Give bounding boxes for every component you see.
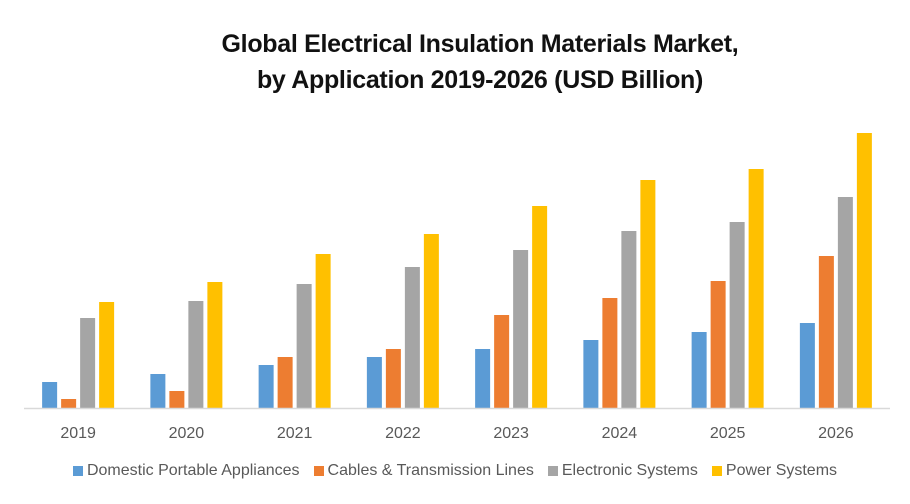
x-tick-2025: 2025 — [710, 425, 746, 442]
bar-2025-power-systems — [748, 169, 764, 408]
x-tick-2023: 2023 — [493, 425, 529, 442]
x-tick-2026: 2026 — [818, 425, 854, 442]
bar-2020-electronic-systems — [188, 301, 204, 408]
bar-2022-power-systems — [423, 234, 439, 408]
x-tick-2021: 2021 — [277, 425, 313, 442]
bar-2026-power-systems — [856, 133, 872, 408]
chart-title-line2: by Application 2019-2026 (USD Billion) — [256, 66, 704, 94]
legend-label: Cables & Transmission Lines — [327, 462, 534, 479]
bar-2023-domestic-portable-appliances — [475, 349, 491, 408]
bars-group — [42, 133, 872, 408]
legend-item: Domestic Portable Appliances — [72, 462, 300, 480]
bar-2026-cables-transmission-lines — [818, 256, 834, 408]
bar-2024-electronic-systems — [621, 231, 637, 408]
bar-2019-electronic-systems — [80, 318, 96, 408]
legend-label: Electronic Systems — [561, 462, 698, 479]
bar-2021-domestic-portable-appliances — [258, 365, 274, 408]
bar-2023-power-systems — [532, 206, 548, 408]
bar-2024-power-systems — [640, 180, 656, 408]
legend-swatch — [547, 466, 558, 476]
bar-2025-electronic-systems — [729, 222, 745, 408]
x-tick-2024: 2024 — [602, 425, 638, 442]
legend-item: Power Systems — [711, 462, 838, 480]
legend-label: Domestic Portable Appliances — [86, 462, 300, 479]
bar-2023-electronic-systems — [513, 250, 529, 408]
bar-2021-cables-transmission-lines — [277, 357, 293, 408]
bar-2021-electronic-systems — [296, 284, 312, 408]
bar-2026-electronic-systems — [837, 197, 853, 408]
legend: Domestic Portable Appliances Cables & Tra… — [0, 462, 910, 480]
legend-item: Electronic Systems — [547, 462, 698, 480]
bar-2025-cables-transmission-lines — [710, 281, 726, 408]
x-tick-labels: 2019 2020 2021 2022 2023 2024 2025 2026 — [60, 425, 853, 442]
bar-2024-domestic-portable-appliances — [583, 340, 599, 408]
bar-2021-power-systems — [315, 254, 331, 408]
legend-swatch — [72, 466, 83, 476]
x-tick-2020: 2020 — [169, 425, 205, 442]
legend-label: Power Systems — [725, 462, 838, 479]
x-tick-2019: 2019 — [60, 425, 96, 442]
bar-2019-domestic-portable-appliances — [42, 382, 58, 408]
bar-2020-domestic-portable-appliances — [150, 374, 166, 408]
x-tick-2022: 2022 — [385, 425, 421, 442]
bar-2023-cables-transmission-lines — [494, 315, 510, 408]
bar-2022-domestic-portable-appliances — [366, 357, 382, 408]
bar-2019-power-systems — [99, 302, 115, 408]
bar-2022-electronic-systems — [404, 267, 420, 408]
bar-2019-cables-transmission-lines — [61, 399, 77, 408]
legend-item: Cables & Transmission Lines — [313, 462, 534, 480]
bar-2024-cables-transmission-lines — [602, 298, 618, 408]
legend-swatch — [711, 466, 722, 476]
chart-title-line1: Global Electrical Insulation Materials M… — [221, 30, 739, 58]
bar-2022-cables-transmission-lines — [385, 349, 401, 408]
chart-title: Global Electrical Insulation Materials M… — [0, 26, 910, 98]
legend-swatch — [313, 466, 324, 476]
bar-2025-domestic-portable-appliances — [691, 332, 707, 408]
bar-2020-cables-transmission-lines — [169, 391, 185, 408]
bar-2026-domestic-portable-appliances — [799, 323, 815, 408]
bar-2020-power-systems — [207, 282, 223, 408]
